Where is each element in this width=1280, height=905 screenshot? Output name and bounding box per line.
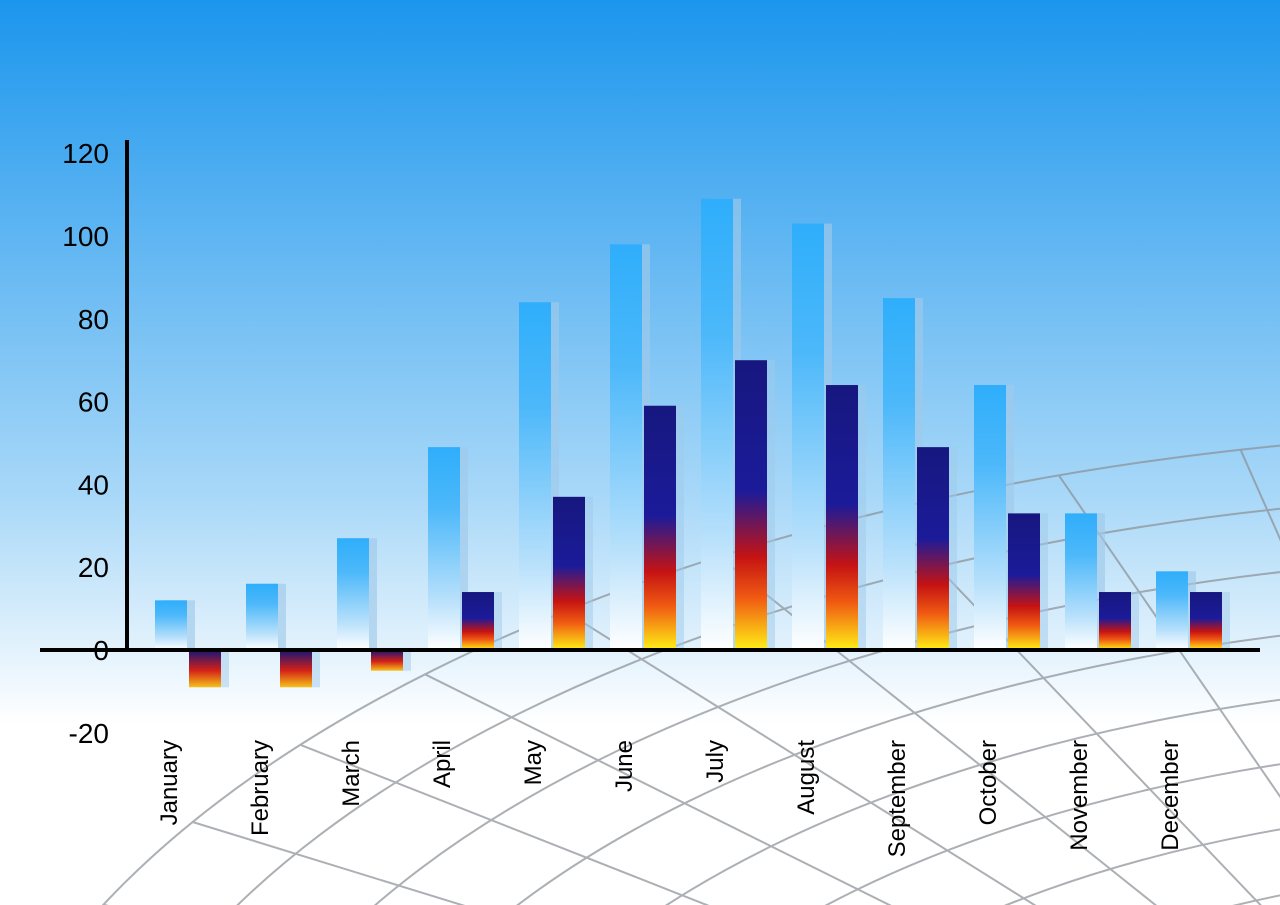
bar-series-b — [1190, 592, 1222, 650]
y-tick-label: 60 — [78, 387, 109, 418]
bar-series-b — [917, 447, 949, 650]
x-category-label: October — [975, 740, 1002, 825]
bar-series-a — [974, 385, 1006, 650]
bar-series-a — [792, 224, 824, 650]
x-category-label: May — [520, 740, 547, 785]
bar-series-b — [826, 385, 858, 650]
bar-series-b — [644, 406, 676, 650]
bar-series-b — [462, 592, 494, 650]
bar-series-a — [610, 244, 642, 650]
bar-series-a — [337, 538, 369, 650]
x-category-label: April — [429, 740, 456, 788]
y-tick-label: 120 — [62, 138, 109, 169]
y-tick-label: 100 — [62, 221, 109, 252]
bar-series-a — [883, 298, 915, 650]
x-category-label: November — [1066, 740, 1093, 851]
x-category-label: August — [793, 740, 820, 815]
bar-series-b — [1099, 592, 1131, 650]
bar-series-a — [1065, 513, 1097, 650]
x-category-label: June — [611, 740, 638, 792]
x-category-label: January — [156, 740, 183, 825]
bar-series-a — [519, 302, 551, 650]
y-tick-label: 20 — [78, 552, 109, 583]
x-category-label: March — [338, 740, 365, 807]
x-category-label: September — [884, 740, 911, 857]
bar-series-a — [1156, 571, 1188, 650]
bar-series-b — [735, 360, 767, 650]
x-category-label: December — [1157, 740, 1184, 851]
bar-series-a — [428, 447, 460, 650]
x-category-label: July — [702, 740, 729, 783]
bar-series-a — [246, 584, 278, 650]
y-tick-label: 0 — [93, 635, 109, 666]
y-tick-label: 40 — [78, 469, 109, 500]
bar-series-b — [553, 497, 585, 650]
bar-series-a — [701, 199, 733, 650]
bar-series-b — [1008, 513, 1040, 650]
y-tick-label: 80 — [78, 304, 109, 335]
bar-series-b — [280, 650, 312, 687]
bar-series-a — [155, 600, 187, 650]
bar-series-b — [189, 650, 221, 687]
monthly-bar-chart: -20 0 20 40 60 80 100 120 January February March A… — [0, 0, 1280, 905]
y-tick-label: -20 — [69, 718, 109, 749]
bar-series-b — [371, 650, 403, 671]
x-category-label: February — [247, 740, 274, 836]
chart-root: -20 0 20 40 60 80 100 120 January February March A… — [0, 0, 1280, 905]
